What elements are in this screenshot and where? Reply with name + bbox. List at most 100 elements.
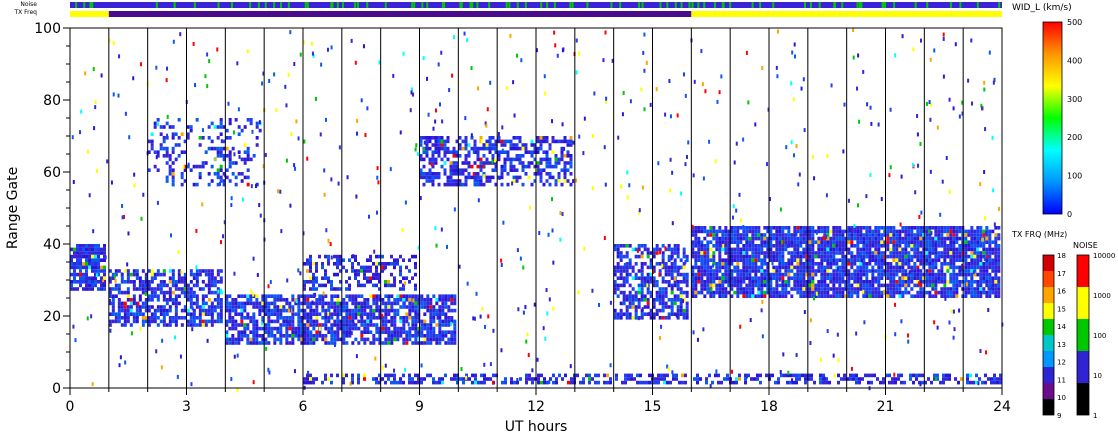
scatter-cell [778,251,782,255]
scatter-cell [772,251,776,255]
scatter-cell [787,262,791,266]
scatter-cell [664,290,668,295]
scatter-cell [694,290,698,295]
scatter-cell [405,265,408,270]
scatter-cell [426,301,430,306]
scatter-cell [539,146,543,151]
scatter-cell [643,294,647,298]
scatter-cell [530,161,534,165]
scatter-cell [691,276,695,280]
scatter-cell [306,319,310,324]
scatter-cell [958,251,962,255]
scatter-cell [892,233,896,237]
scatter-cell [273,301,277,306]
scatter-cell [934,247,938,252]
scatter-cell [655,312,659,316]
scatter-speck [535,48,538,53]
scatter-cell [709,265,713,270]
scatter-cell [300,319,304,324]
scatter-cell [539,161,543,165]
scatter-cell [796,247,800,252]
scatter-cell [150,272,154,277]
scatter-cell [100,251,103,255]
scatter-cell [372,262,375,266]
scatter-cell [985,226,989,230]
scatter-cell [150,316,154,320]
scatter-cell [321,308,325,313]
scatter-cell [631,294,635,298]
scatter-cell [883,251,887,255]
scatter-cell [258,308,262,313]
scatter-cell [473,143,477,147]
scatter-cell [132,298,136,302]
scatter-cell [345,269,348,273]
scatter-speck [682,72,685,77]
scatter-cell [970,258,974,262]
scatter-cell [162,312,166,316]
scatter-speck [958,308,961,313]
scatter-cell [103,244,106,248]
scatter-cell [402,319,406,324]
noise-fleck [443,2,446,8]
scatter-cell [189,312,193,316]
scatter-speck [645,60,648,65]
scatter-cell [228,294,232,298]
scatter-cell [198,269,202,273]
scatter-cell [703,226,707,230]
scatter-cell [784,290,788,295]
scatter-cell [865,280,869,284]
scatter-cell [903,380,906,385]
scatter-cell [183,280,187,284]
scatter-cell [970,240,974,244]
scatter-cell [402,287,405,291]
scatter-cell [772,244,776,248]
scatter-cell [339,308,343,313]
scatter-cell [852,377,855,381]
scatter-cell [904,290,908,295]
scatter-cell [464,179,468,183]
scatter-cell [384,323,388,327]
scatter-cell [405,312,409,316]
scatter-cell [387,312,391,316]
scatter-cell [691,244,695,248]
scatter-cell [808,276,812,280]
scatter-cell [892,272,896,277]
scatter-cell [636,380,639,385]
scatter-speck [289,203,292,208]
scatter-speck [669,114,672,119]
scatter-cell [751,265,755,270]
scatter-cell [868,283,872,288]
scatter-cell [913,276,917,280]
scatter-cell [910,244,914,248]
scatter-cell [694,244,698,248]
scatter-cell [814,229,818,234]
scatter-cell [309,323,313,327]
scatter-cell [619,283,623,288]
scatter-cell [877,290,881,295]
scatter-cell [135,319,139,324]
scatter-cell [898,280,902,284]
scatter-cell [201,323,205,327]
scatter-cell [811,276,815,280]
scatter-cell [988,283,992,288]
scatter-cell [551,164,555,169]
scatter-cell [117,287,121,291]
scatter-cell [634,290,638,295]
scatter-cell [324,312,328,316]
scatter-speck [310,41,313,46]
scatter-cell [557,161,561,165]
scatter-cell [676,244,680,248]
scatter-cell [877,240,881,244]
scatter-cell [408,269,411,273]
scatter-cell [255,301,259,306]
scatter-cell [793,265,797,270]
scatter-cell [841,294,845,298]
scatter-cell [717,380,720,385]
scatter-cell [300,294,304,298]
scatter-cell [808,233,812,237]
scatter-cell [537,380,540,385]
scatter-speck [853,223,856,228]
scatter-cell [300,308,304,313]
scatter-cell [820,244,824,248]
scatter-cell [126,319,130,324]
